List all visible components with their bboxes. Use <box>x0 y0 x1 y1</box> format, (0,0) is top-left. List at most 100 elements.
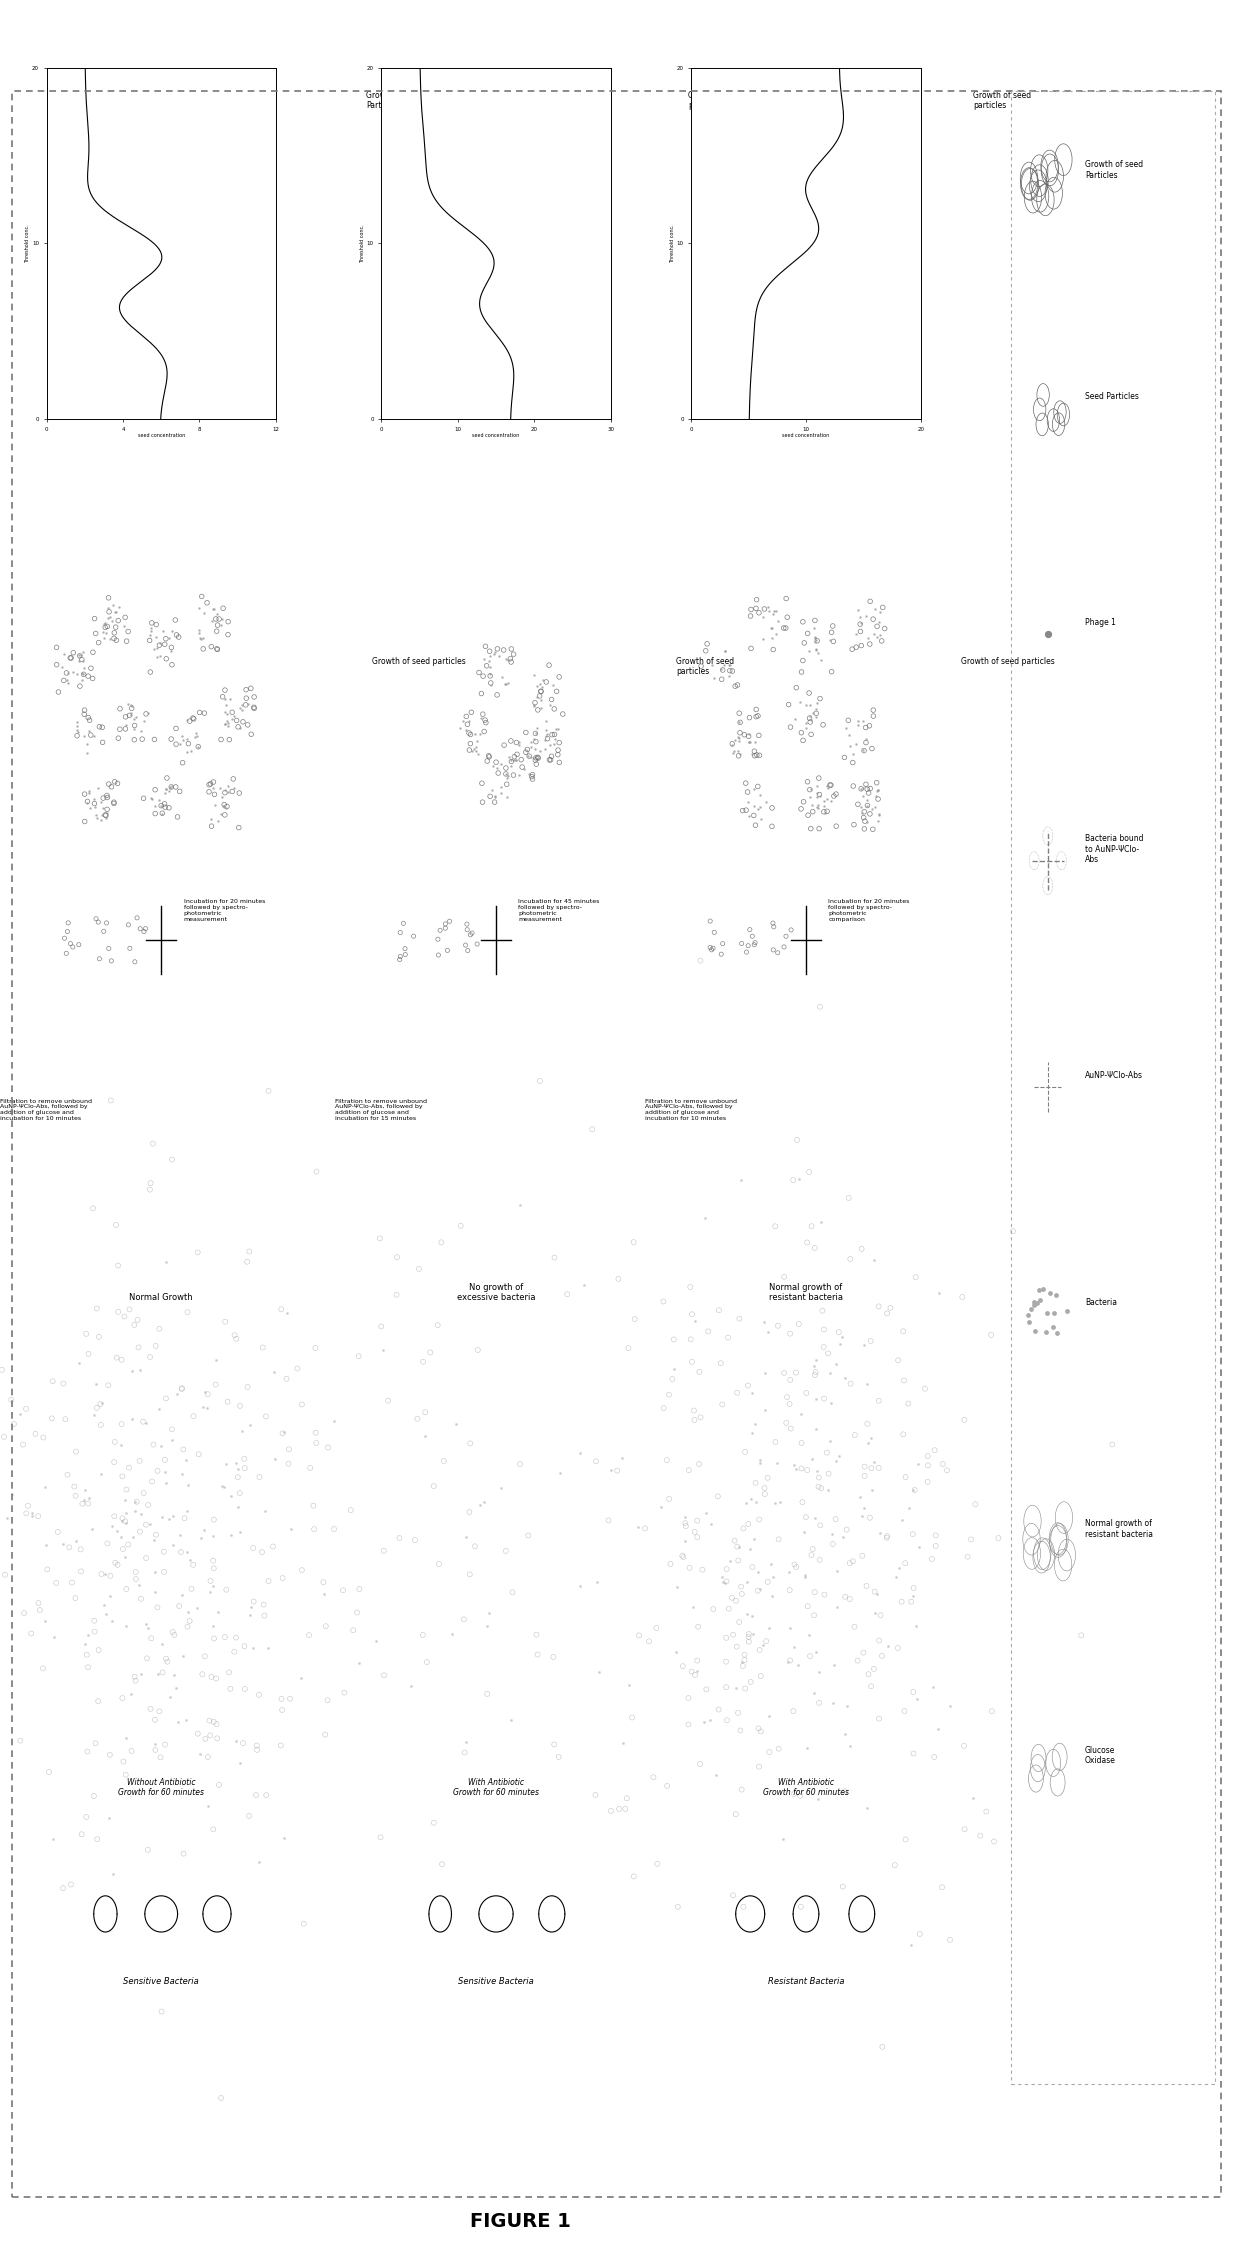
Point <box>113 1499 133 1536</box>
Point <box>822 614 842 650</box>
Point <box>541 727 560 763</box>
Point <box>0 1499 17 1536</box>
Point <box>174 1431 193 1468</box>
Point <box>802 786 822 822</box>
Point <box>723 652 743 689</box>
Point <box>95 779 115 815</box>
Point <box>714 648 734 684</box>
Point <box>795 625 815 661</box>
Point <box>765 1207 785 1243</box>
Point <box>683 1588 703 1624</box>
Point <box>768 935 787 972</box>
Point <box>212 1468 232 1504</box>
Point <box>201 627 221 664</box>
Point <box>821 1384 841 1420</box>
Point <box>136 1404 156 1441</box>
Point <box>108 720 128 757</box>
Point <box>1037 1296 1056 1332</box>
Point <box>124 711 144 747</box>
Text: Glucose
Oxidase: Glucose Oxidase <box>1085 1746 1116 1764</box>
Point <box>501 641 521 677</box>
Point <box>680 1452 699 1488</box>
Point <box>750 1631 770 1667</box>
Point <box>800 1638 820 1674</box>
Point <box>455 1735 475 1771</box>
Point <box>161 630 181 666</box>
Point <box>929 1275 949 1311</box>
Point <box>97 614 117 650</box>
Point <box>570 1567 590 1604</box>
Point <box>187 1590 207 1626</box>
Point <box>108 602 128 639</box>
Point <box>196 1721 216 1758</box>
Point <box>843 736 863 772</box>
Point <box>797 1730 817 1767</box>
Point <box>838 1180 858 1216</box>
Point <box>895 1545 915 1581</box>
Point <box>463 915 482 951</box>
Point <box>92 1384 112 1420</box>
Point <box>366 1624 386 1660</box>
Point <box>861 1420 880 1456</box>
Point <box>665 1350 684 1386</box>
Point <box>97 800 117 836</box>
Point <box>438 933 458 969</box>
Point <box>799 1617 818 1653</box>
Point <box>739 725 759 761</box>
Point <box>465 1529 485 1565</box>
Point <box>730 736 750 772</box>
Point <box>745 723 765 759</box>
Point <box>0 1352 12 1388</box>
Point <box>537 716 557 752</box>
Point <box>145 1554 165 1590</box>
Point <box>140 655 160 691</box>
Point <box>156 1640 176 1676</box>
Point <box>203 1549 223 1586</box>
Point <box>77 1638 97 1674</box>
Point <box>759 1699 779 1735</box>
Point <box>1071 1617 1091 1653</box>
Point <box>141 781 161 818</box>
Point <box>212 600 232 636</box>
Point <box>291 1386 311 1422</box>
Point <box>866 777 885 813</box>
Point <box>474 1484 494 1520</box>
Point <box>228 1452 248 1488</box>
Point <box>797 763 817 800</box>
Point <box>432 1223 451 1259</box>
Point <box>818 1456 838 1493</box>
Text: Seed Particles: Seed Particles <box>1085 392 1138 401</box>
Point <box>97 904 117 940</box>
Point <box>799 675 818 711</box>
Point <box>495 666 515 702</box>
Point <box>574 1266 594 1302</box>
Point <box>821 784 841 820</box>
Point <box>255 1398 275 1434</box>
Point <box>751 1658 771 1694</box>
Point <box>218 616 238 652</box>
Point <box>396 931 415 967</box>
Point <box>146 630 166 666</box>
Point <box>91 1386 110 1422</box>
Point <box>272 1291 291 1327</box>
Point <box>129 1567 149 1604</box>
Point <box>846 630 866 666</box>
Point <box>259 1563 279 1599</box>
Point <box>502 1574 522 1610</box>
Text: Growth of seed
Particles: Growth of seed Particles <box>1085 161 1143 179</box>
Point <box>748 790 768 827</box>
Point <box>753 600 773 636</box>
Point <box>869 1450 889 1486</box>
Point <box>63 634 83 670</box>
Point <box>89 940 109 976</box>
Point <box>940 1921 960 1957</box>
Point <box>188 1436 208 1472</box>
Point <box>477 1608 497 1644</box>
Point <box>277 1361 296 1398</box>
Point <box>538 720 558 757</box>
Point <box>172 1456 192 1493</box>
Point <box>857 720 877 757</box>
Point <box>722 1579 742 1615</box>
Point <box>89 1633 109 1669</box>
Point <box>926 1518 946 1554</box>
